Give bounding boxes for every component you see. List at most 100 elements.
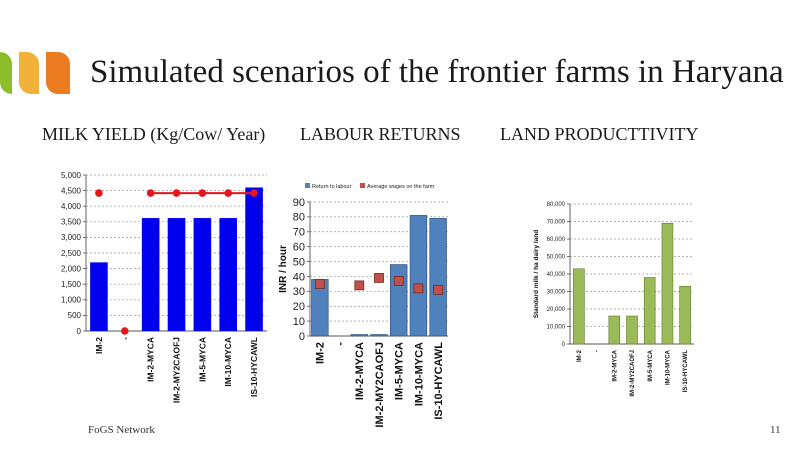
- y-tick-label: 0: [299, 331, 305, 343]
- legend-swatch-2: [360, 183, 365, 188]
- bar-4: [626, 315, 638, 345]
- y-tick-label: 40: [293, 271, 305, 283]
- wage-marker-7: [433, 284, 444, 295]
- bar-3: [350, 334, 368, 337]
- bar-7: [245, 187, 263, 331]
- subhead-labour-returns: LABOUR RETURNS: [300, 124, 461, 144]
- wage-marker-3: [354, 280, 365, 291]
- bar-5: [193, 218, 212, 331]
- yellow-decor-block: [19, 52, 39, 94]
- average-point-4: [172, 189, 181, 197]
- y-tick-label: 90: [293, 197, 305, 209]
- category-label-6: IM-10-MYCA: [666, 349, 672, 385]
- category-label-1: IM-2: [315, 342, 327, 364]
- green-decor-block: [0, 52, 12, 94]
- category-label-2: -: [120, 337, 130, 340]
- y-tick-label: 20: [293, 301, 305, 313]
- y-tick-label: 2,000: [61, 264, 82, 273]
- legend-label-1: Return to labour: [312, 184, 352, 190]
- page-number: 11: [770, 424, 781, 436]
- subhead-milk-yield: MILK YIELD (Kg/Cow/ Year): [42, 124, 266, 144]
- y-tick-label: 70: [293, 227, 305, 239]
- chart-panel-labour-returns: 0 10 20 30 40 50 60 70 80 90 IM-2 - IM-2-MYCA IM-2-MY…: [272, 172, 458, 448]
- y-tick-label: 1,000: [61, 296, 82, 305]
- bar-4: [370, 334, 388, 337]
- category-label-7: IS-10-HYCAWL: [249, 337, 259, 397]
- y-tick-label: 4,500: [61, 186, 82, 195]
- y-tick-label: 70,000: [547, 220, 566, 226]
- y-tick-label: 3,500: [61, 218, 82, 227]
- y-tick-label: 50: [293, 256, 305, 268]
- wage-marker-6: [413, 283, 424, 294]
- y-tick-label: 4,000: [61, 202, 82, 211]
- category-label-3: IM-2-MYCA: [612, 349, 618, 381]
- labour-returns-chart: 0 10 20 30 40 50 60 70 80 90 IM-2 - IM-2-MYCA IM-2-MY…: [278, 183, 448, 428]
- subhead-land-productivity: LAND PRODUCTTIVITY: [500, 124, 699, 144]
- category-label-2: -: [595, 350, 601, 352]
- bar-7: [679, 285, 691, 345]
- wage-marker-4: [374, 273, 384, 283]
- bar-1: [90, 262, 108, 331]
- bar-3: [608, 315, 621, 345]
- category-label-4: IM-2-MY2CAOFJ: [630, 350, 636, 397]
- chart-panel-milk-yield: 0 500 1,000 1,500 2,000 2,500 3,000 3,500 4,000 4…: [49, 164, 272, 420]
- y-tick-label: 0: [77, 327, 82, 336]
- y-tick-label: 10: [293, 316, 305, 328]
- y-tick-label: 80: [293, 212, 305, 224]
- category-label-6: IM-10-MYCA: [413, 342, 425, 406]
- average-point-5: [198, 189, 207, 197]
- average-point-2: [120, 327, 129, 335]
- category-label-1: IM-2: [94, 337, 104, 354]
- category-label-3: IM-2-MYCA: [146, 337, 156, 382]
- bar-6: [219, 218, 238, 331]
- legend-label-2: Average wages on the farm: [367, 184, 435, 190]
- y-tick-label: 60: [293, 242, 305, 254]
- y-axis-title: Standard milk / ha dairy land: [533, 230, 540, 319]
- land-productivity-chart: 0 10,000 20,000 30,000 40,000 50,000 60,000 70,…: [533, 202, 694, 397]
- footer-text: FoGS Network: [88, 424, 155, 436]
- category-label-7: IS-10-HYCAWL: [683, 350, 689, 393]
- y-tick-label: 10,000: [547, 325, 566, 331]
- milk-yield-chart: 0 500 1,000 1,500 2,000 2,500 3,000 3,500 4,000 4…: [61, 171, 267, 403]
- category-label-7: IS-10-HYCAWL: [433, 342, 445, 420]
- y-tick-label: 50,000: [547, 255, 566, 261]
- y-tick-label: 5,000: [61, 171, 82, 180]
- category-label-5: IM-5-MYCA: [197, 337, 207, 382]
- y-tick-label: 2,500: [61, 249, 82, 258]
- y-tick-label: 30: [293, 286, 305, 298]
- y-tick-label: 0: [562, 342, 566, 348]
- y-tick-label: 80,000: [547, 202, 566, 208]
- category-label-1: IM-2: [577, 349, 583, 362]
- category-label-4: IM-2-MY2CAOFJ: [171, 337, 181, 403]
- category-label-3: IM-2-MYCA: [354, 342, 366, 400]
- bar-3: [141, 218, 160, 331]
- bar-5: [390, 264, 408, 337]
- category-label-6: IM-10-MYCA: [223, 337, 233, 387]
- average-point-6: [224, 189, 233, 197]
- y-tick-label: 20,000: [547, 307, 566, 313]
- wage-marker-1: [314, 278, 325, 289]
- bar-1: [573, 268, 585, 345]
- bar-6: [409, 215, 428, 337]
- orange-decor-block: [46, 52, 70, 94]
- y-axis-title: INR / hour: [278, 245, 289, 293]
- y-tick-label: 60,000: [547, 237, 566, 243]
- category-label-4: IM-2-MY2CAOFJ: [374, 342, 386, 428]
- average-point-1: [95, 189, 103, 197]
- y-tick-label: 3,000: [61, 233, 82, 242]
- bar-4: [167, 218, 186, 331]
- y-tick-label: 500: [68, 311, 82, 320]
- chart-panel-land-productivity: 0 10,000 20,000 30,000 40,000 50,000 60,000 70,…: [522, 193, 702, 411]
- y-tick-label: 40,000: [547, 272, 566, 278]
- bar-7: [429, 218, 447, 337]
- bar-6: [661, 222, 674, 345]
- wage-marker-5: [393, 276, 404, 286]
- y-tick-label: 30,000: [547, 290, 566, 296]
- legend-swatch-1: [305, 183, 310, 188]
- slide-title: Simulated scenarios of the frontier farm…: [90, 54, 784, 90]
- bar-5: [643, 277, 656, 345]
- average-point-7: [250, 189, 258, 197]
- y-tick-label: 1,500: [61, 280, 82, 289]
- category-label-5: IM-5-MYCA: [648, 349, 654, 381]
- category-label-5: IM-5-MYCA: [394, 342, 406, 400]
